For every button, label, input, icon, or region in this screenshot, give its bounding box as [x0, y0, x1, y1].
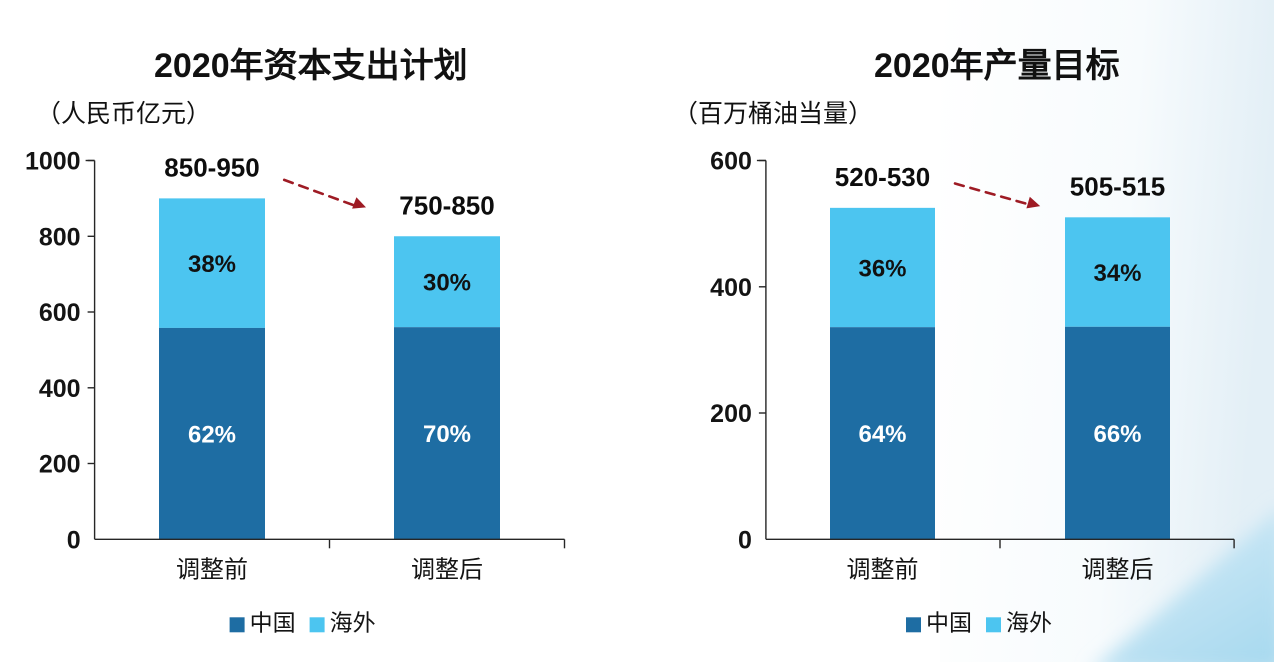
svg-text:36%: 36%: [858, 256, 906, 283]
svg-text:中国: 中国: [250, 609, 296, 635]
svg-text:505-515: 505-515: [1070, 171, 1165, 201]
svg-text:1000: 1000: [25, 148, 81, 176]
svg-text:400: 400: [710, 274, 752, 302]
svg-text:200: 200: [39, 451, 81, 479]
svg-text:中国: 中国: [926, 609, 972, 635]
svg-text:海外: 海外: [330, 609, 376, 635]
svg-text:850-950: 850-950: [164, 152, 259, 182]
svg-text:调整前: 调整前: [176, 556, 248, 583]
svg-text:海外: 海外: [1006, 609, 1052, 635]
svg-text:30%: 30%: [423, 270, 471, 297]
svg-text:520-530: 520-530: [835, 162, 930, 192]
svg-text:34%: 34%: [1093, 260, 1141, 287]
svg-text:750-850: 750-850: [399, 190, 494, 220]
svg-text:70%: 70%: [423, 421, 471, 448]
svg-text:800: 800: [39, 223, 81, 251]
svg-text:调整后: 调整后: [411, 556, 483, 583]
svg-text:400: 400: [39, 375, 81, 403]
svg-text:调整前: 调整前: [847, 556, 919, 583]
svg-text:66%: 66%: [1093, 421, 1141, 448]
svg-text:62%: 62%: [188, 422, 236, 449]
svg-text:0: 0: [67, 526, 81, 554]
svg-text:600: 600: [710, 148, 752, 176]
svg-text:600: 600: [39, 299, 81, 327]
svg-text:200: 200: [710, 400, 752, 428]
svg-text:调整后: 调整后: [1082, 556, 1154, 583]
svg-text:64%: 64%: [858, 421, 906, 448]
svg-text:0: 0: [738, 526, 752, 554]
svg-text:38%: 38%: [188, 251, 236, 278]
